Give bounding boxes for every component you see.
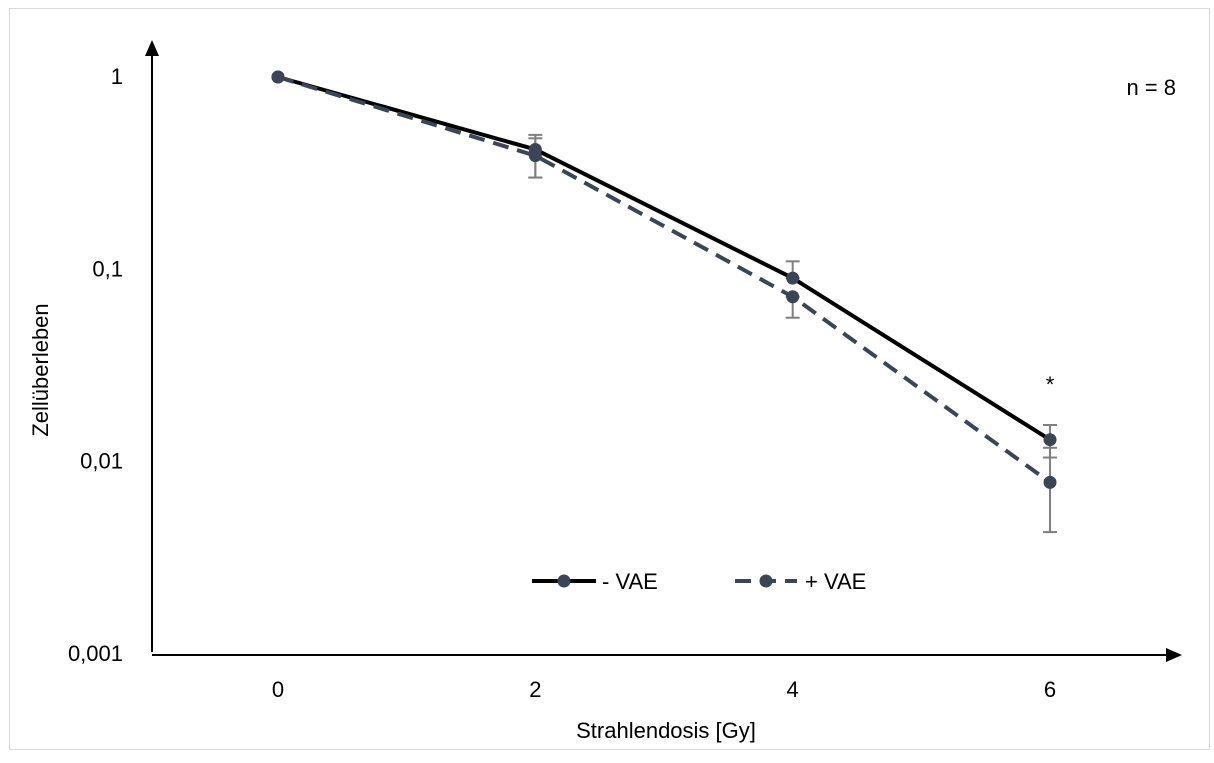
y-tick-label: 0,001 bbox=[68, 641, 123, 666]
axes bbox=[145, 40, 1182, 662]
x-tick-label: 4 bbox=[787, 677, 799, 702]
significance-marker: * bbox=[1046, 372, 1055, 397]
y-tick-labels: 1 0,1 0,01 0,001 bbox=[68, 64, 123, 666]
x-tick-label: 2 bbox=[529, 677, 541, 702]
series-line-minus-vae bbox=[277, 75, 1052, 442]
y-axis-label: Zellüberleben bbox=[28, 303, 53, 436]
y-tick-label: 0,1 bbox=[92, 256, 123, 281]
data-point-plus-vae bbox=[786, 290, 800, 304]
data-point-minus-vae bbox=[786, 271, 800, 285]
sample-size-note: n = 8 bbox=[1126, 75, 1176, 100]
x-tick-label: 6 bbox=[1044, 677, 1056, 702]
x-tick-label: 0 bbox=[272, 677, 284, 702]
series-layer bbox=[271, 70, 1058, 534]
x-axis-arrow bbox=[1166, 648, 1182, 662]
y-axis-arrow bbox=[145, 40, 159, 56]
y-tick-label: 0,01 bbox=[80, 449, 123, 474]
series-line-plus-vae bbox=[277, 75, 1052, 484]
y-tick-label: 1 bbox=[111, 64, 123, 89]
legend: - VAE + VAE bbox=[532, 569, 866, 594]
legend-marker-plus-vae bbox=[759, 574, 773, 588]
data-point-plus-vae bbox=[1043, 475, 1057, 489]
x-tick-labels: 0 2 4 6 bbox=[272, 677, 1056, 702]
x-axis-label: Strahlendosis [Gy] bbox=[576, 718, 756, 743]
data-point-plus-vae bbox=[528, 149, 542, 163]
legend-marker-minus-vae bbox=[557, 574, 571, 588]
data-point-plus-vae bbox=[271, 70, 285, 84]
legend-label-minus-vae: - VAE bbox=[602, 569, 658, 594]
legend-label-plus-vae: + VAE bbox=[805, 569, 866, 594]
chart-area-border bbox=[9, 8, 1210, 750]
annotations: n = 8 * bbox=[1046, 75, 1176, 397]
data-point-minus-vae bbox=[1043, 433, 1057, 447]
